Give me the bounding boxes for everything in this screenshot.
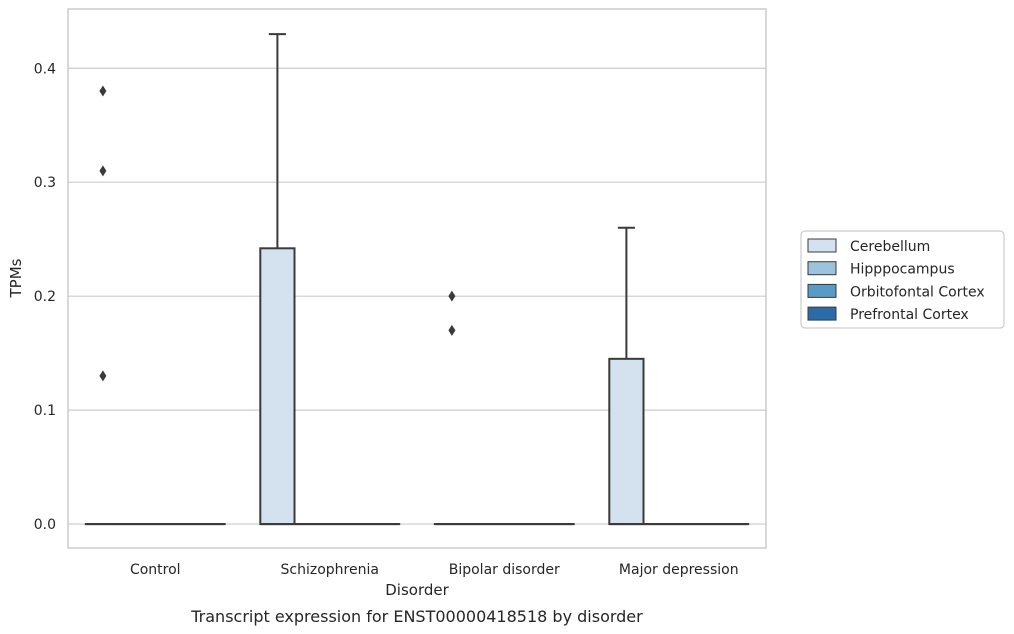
- x-tick-label: Major depression: [619, 562, 739, 578]
- legend-swatch: [807, 283, 837, 298]
- outlier-point: [448, 324, 456, 336]
- legend: Cerebellum Hipppocampus Orbitofontal Corte…: [800, 230, 1005, 329]
- y-tick-label: 0.3: [34, 175, 56, 191]
- legend-swatch: [807, 261, 837, 276]
- y-tick-label: 0.1: [34, 403, 56, 419]
- legend-label: Cerebellum: [850, 239, 930, 255]
- outlier-point: [99, 85, 107, 97]
- legend-swatch: [807, 306, 837, 321]
- x-tick-label: Schizophrenia: [281, 562, 379, 578]
- legend-label: Prefrontal Cortex: [850, 307, 969, 323]
- legend-frame: [800, 230, 1005, 329]
- outlier-point: [448, 290, 456, 302]
- x-axis-label: Disorder: [385, 581, 449, 599]
- outlier-point: [99, 165, 107, 177]
- y-tick-label: 0.2: [34, 289, 56, 305]
- plot-area: 0.0 0.1 0.2 0.3 0.4 Control Schizophrenia Bipol…: [34, 8, 767, 578]
- box-body: [259, 247, 296, 526]
- box-body: [608, 357, 645, 526]
- x-tick-label: Bipolar disorder: [449, 562, 560, 578]
- y-tick-label: 0.0: [34, 517, 56, 533]
- y-axis-label: TPMs: [7, 258, 25, 298]
- y-tick-label: 0.4: [34, 61, 56, 77]
- legend-label: Orbitofontal Cortex: [850, 284, 985, 300]
- plot-frame: [67, 8, 767, 549]
- legend-swatch: [807, 238, 837, 253]
- figure-caption: Transcript expression for ENST0000041851…: [190, 607, 643, 626]
- outlier-point: [99, 370, 107, 382]
- x-tick-label: Control: [130, 562, 181, 578]
- legend-label: Hipppocampus: [850, 262, 955, 278]
